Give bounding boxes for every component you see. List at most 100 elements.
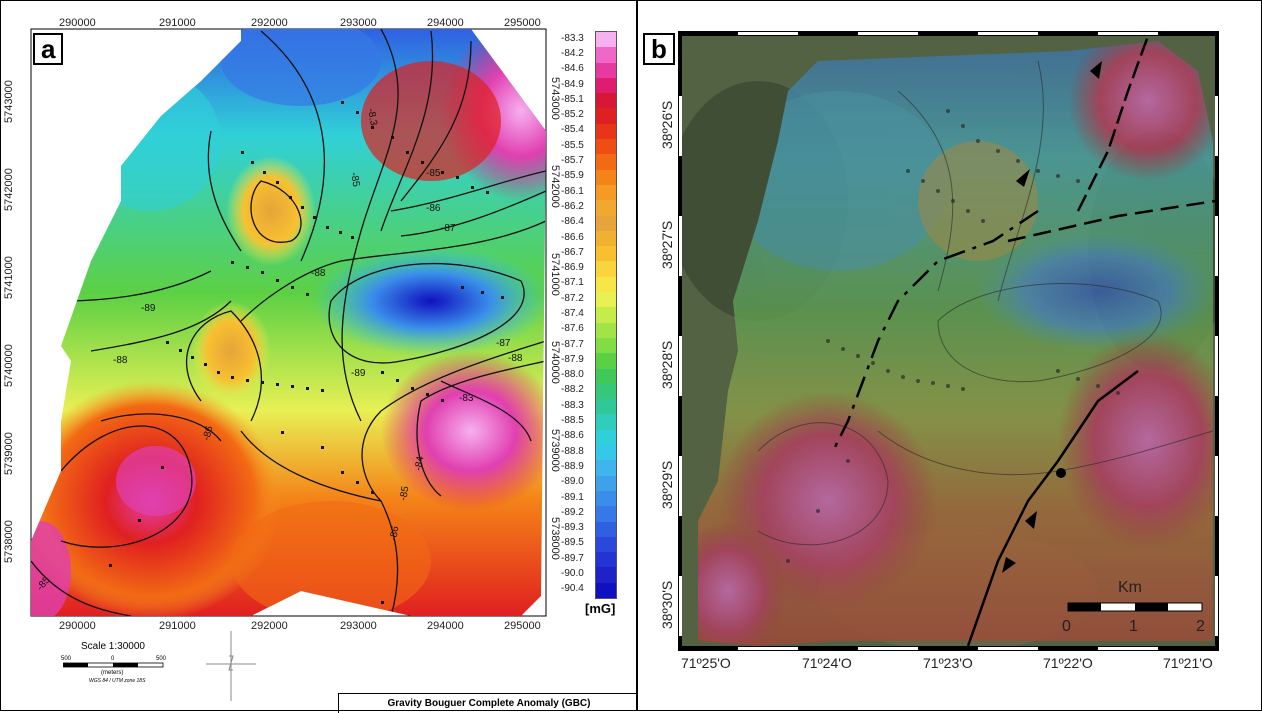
station-markers-b — [786, 109, 1120, 563]
colorbar-step — [596, 383, 616, 400]
colorbar-step — [596, 429, 616, 446]
colorbar-step — [596, 139, 616, 155]
km-scalebar — [1067, 602, 1203, 612]
lat-tick: 38º28'S — [659, 340, 675, 389]
colorbar-labels: -83.3 -84.2 -84.6 -84.9 -85.1 -85.2 -85.4 -85.5… — [561, 31, 595, 597]
y-tick-right: 5739000 — [549, 429, 561, 472]
colorbar-step — [596, 322, 616, 339]
svg-text:-86: -86 — [201, 425, 215, 442]
x-tick-top: 295000 — [504, 17, 541, 29]
colorbar-step — [596, 230, 616, 247]
svg-text:-87: -87 — [441, 223, 456, 234]
north-arrow-icon — [206, 631, 256, 701]
colorbar-step — [596, 276, 616, 293]
colorbar-label: -90.0 — [561, 568, 584, 580]
colorbar-step — [596, 536, 616, 553]
x-tick-bottom: 294000 — [427, 620, 464, 632]
x-tick-top: 290000 — [59, 17, 96, 29]
contour-labels: -8.3 -85 -85 -86 -87 -88 -89 -88 -89 -87… — [35, 108, 523, 593]
colorbar-label: -88.0 — [561, 369, 584, 381]
x-tick-bottom: 292000 — [251, 620, 288, 632]
colorbar-step — [596, 582, 616, 599]
lon-tick: 71º23'O — [923, 655, 973, 671]
x-tick-bottom: 290000 — [59, 620, 96, 632]
lat-tick: 38º30'S — [659, 580, 675, 629]
scale-bar-a — [63, 662, 164, 668]
lat-tick: 38º27'S — [659, 220, 675, 269]
y-tick-right: 5740000 — [549, 341, 561, 384]
svg-text:-89: -89 — [351, 368, 366, 379]
colorbar-label: -86.4 — [561, 216, 584, 228]
y-tick-left: 5740000 — [3, 344, 15, 387]
lat-tick: 38º29'S — [659, 460, 675, 509]
x-tick-bottom: 291000 — [159, 620, 196, 632]
colorbar-label: -88.3 — [561, 399, 584, 411]
scale-tick: 0 — [111, 656, 115, 662]
colorbar-step — [596, 445, 616, 461]
colorbar-label: -84.9 — [561, 78, 584, 90]
colorbar-step — [596, 292, 616, 308]
colorbar-step — [596, 261, 616, 278]
svg-text:-88: -88 — [113, 355, 128, 366]
scale-tick: 500 — [156, 656, 167, 662]
colorbar-label: -88.9 — [561, 460, 584, 472]
svg-text:-8.3: -8.3 — [365, 108, 379, 127]
colorbar-label: -84.2 — [561, 47, 584, 59]
colorbar-label: -89.7 — [561, 552, 584, 564]
colorbar-step — [596, 475, 616, 492]
map-title: Gravity Bouguer Complete Anomaly (GBC) — [338, 693, 639, 713]
colorbar-label: -86.2 — [561, 200, 584, 212]
colorbar-label: -88.6 — [561, 430, 584, 442]
colorbar-label: -87.6 — [561, 323, 584, 335]
colorbar-step — [596, 414, 616, 431]
colorbar-step — [596, 552, 616, 568]
colorbar-step — [596, 460, 616, 477]
lat-tick: 38º26'S — [659, 100, 675, 149]
station-markers — [109, 101, 504, 604]
colorbar-label: -88.5 — [561, 415, 584, 427]
colorbar-label: -85.9 — [561, 170, 584, 182]
panel-b: b Km 0 1 2 71º25'O 71º24'O 71º23'O 71º22… — [637, 0, 1262, 711]
x-tick-bottom: 295000 — [504, 620, 541, 632]
colorbar-label: -85.5 — [561, 139, 584, 151]
colorbar-step — [596, 307, 616, 324]
km-unit: Km — [1118, 579, 1142, 596]
svg-text:-85: -85 — [348, 172, 361, 189]
colorbar-step — [596, 77, 616, 94]
colorbar-label: -89.3 — [561, 522, 584, 534]
lon-tick: 71º21'O — [1163, 655, 1213, 671]
unit-label: [mG] — [585, 601, 616, 616]
colorbar-step — [596, 169, 616, 186]
svg-text:-83: -83 — [459, 393, 474, 404]
panel-label-a: a — [33, 33, 64, 65]
colorbar-label: -86.6 — [561, 231, 584, 243]
km-tick: 2 — [1196, 618, 1205, 635]
colorbar-step — [596, 215, 616, 232]
y-tick-left: 5739000 — [3, 432, 15, 475]
panel-a: -8.3 -85 -85 -86 -87 -88 -89 -88 -89 -87… — [0, 0, 639, 713]
colorbar — [595, 31, 617, 599]
colorbar-label: -87.7 — [561, 338, 584, 350]
colorbar-step — [596, 567, 616, 584]
lon-tick: 71º24'O — [802, 655, 852, 671]
colorbar-step — [596, 123, 616, 140]
svg-text:-86: -86 — [388, 525, 401, 542]
y-tick-right: 5738000 — [549, 517, 561, 560]
colorbar-step — [596, 62, 616, 79]
svg-text:-85: -85 — [398, 485, 411, 502]
colorbar-step — [596, 246, 616, 262]
y-tick-left: 5741000 — [3, 256, 15, 299]
colorbar-step — [596, 368, 616, 385]
lon-tick: 71º22'O — [1043, 655, 1093, 671]
colorbar-step — [596, 32, 616, 48]
svg-text:-88: -88 — [508, 353, 523, 364]
colorbar-label: -85.4 — [561, 124, 584, 136]
colorbar-label: -86.1 — [561, 185, 584, 197]
colorbar-step — [596, 490, 616, 507]
svg-text:-87: -87 — [496, 338, 511, 349]
projection-text: WGS 84 / UTM zone 18S — [89, 678, 146, 684]
km-tick: 0 — [1062, 618, 1071, 635]
x-tick-bottom: 293000 — [340, 620, 377, 632]
fault-arrows — [1002, 61, 1102, 573]
x-tick-top: 294000 — [427, 17, 464, 29]
